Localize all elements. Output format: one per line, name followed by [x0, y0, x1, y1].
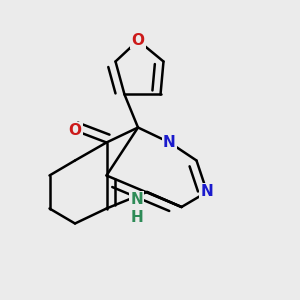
Text: N: N: [163, 135, 176, 150]
Text: O: O: [68, 123, 82, 138]
Text: O: O: [131, 33, 145, 48]
Text: H: H: [130, 210, 143, 225]
Text: N: N: [201, 184, 213, 200]
Text: N: N: [130, 192, 143, 207]
